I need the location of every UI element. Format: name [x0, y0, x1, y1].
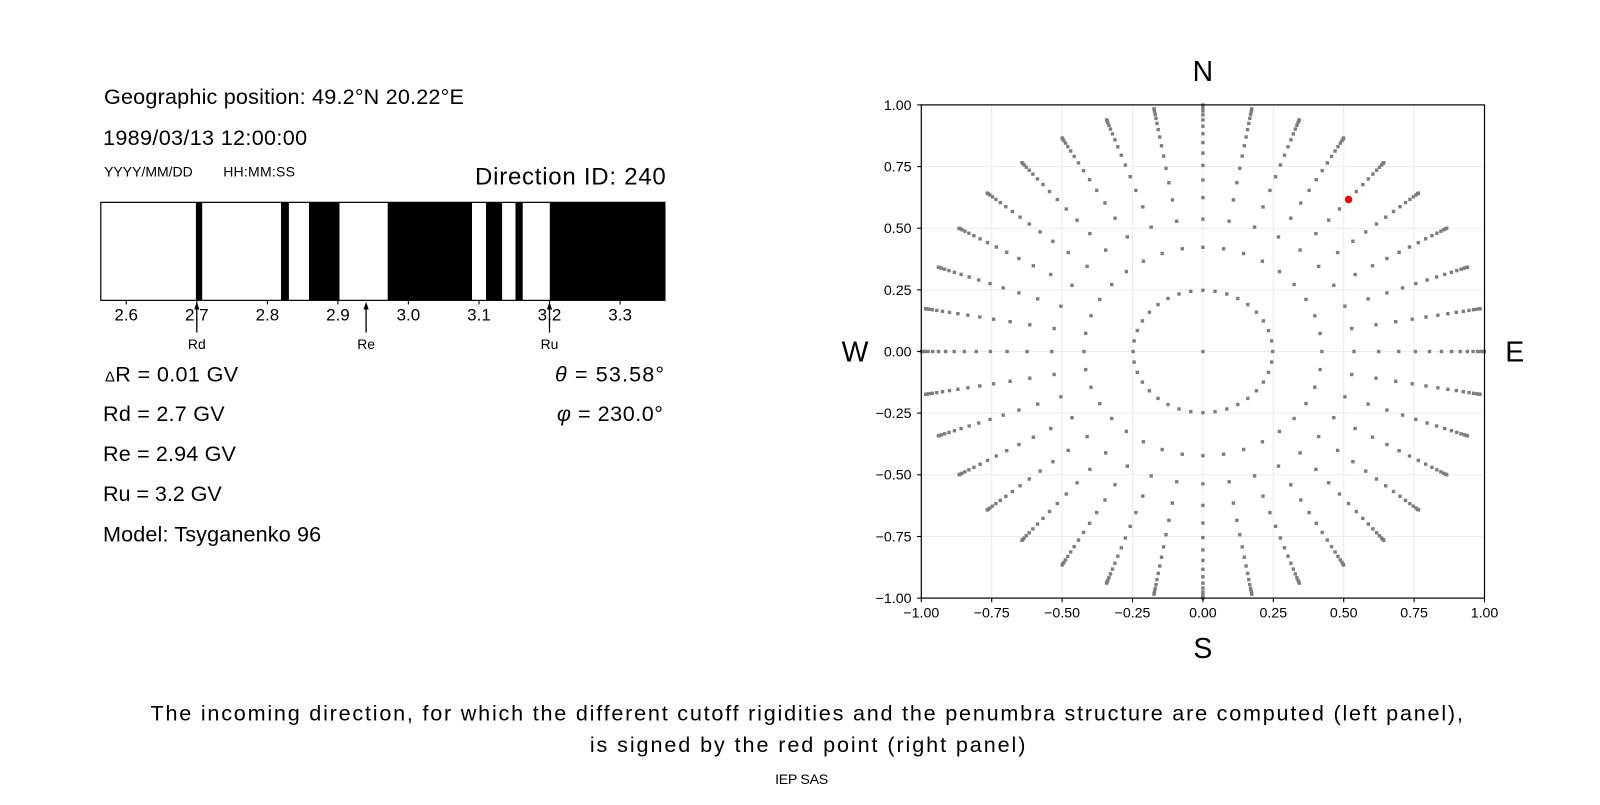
svg-text:Ru: Ru — [541, 336, 559, 352]
svg-text:is signed by the red point (ri: is signed by the red point (right panel) — [590, 732, 1028, 757]
svg-text:−0.50: −0.50 — [1044, 606, 1080, 622]
svg-text:2.6: 2.6 — [114, 306, 138, 325]
svg-text:Rd = 2.7 GV: Rd = 2.7 GV — [103, 401, 225, 426]
svg-text:1.00: 1.00 — [1471, 606, 1499, 622]
svg-text:2.9: 2.9 — [326, 306, 350, 325]
svg-text:0.75: 0.75 — [1400, 606, 1428, 622]
svg-text:−0.25: −0.25 — [1115, 606, 1151, 622]
svg-text:Direction ID: 240: Direction ID: 240 — [475, 163, 666, 190]
svg-text:3.1: 3.1 — [467, 306, 491, 325]
svg-text:θ = 53.58°: θ = 53.58° — [555, 361, 665, 386]
svg-text:Re = 2.94 GV: Re = 2.94 GV — [103, 441, 237, 466]
svg-text:3.0: 3.0 — [397, 306, 421, 325]
svg-text:0.25: 0.25 — [1259, 606, 1287, 622]
svg-text:Geographic position: 49.2°N 20: Geographic position: 49.2°N 20.22°E — [104, 84, 464, 109]
svg-text:−0.75: −0.75 — [876, 529, 912, 545]
svg-text:W: W — [842, 336, 869, 368]
svg-text:0.50: 0.50 — [884, 221, 912, 237]
svg-text:3.3: 3.3 — [608, 306, 632, 325]
svg-text:Rd: Rd — [188, 336, 206, 352]
svg-text:E: E — [1505, 336, 1524, 368]
svg-text:Ru = 3.2 GV: Ru = 3.2 GV — [103, 481, 222, 506]
svg-text:1.00: 1.00 — [884, 98, 912, 114]
svg-text:0.25: 0.25 — [884, 283, 912, 299]
svg-text:−1.00: −1.00 — [876, 591, 912, 607]
svg-text:−0.25: −0.25 — [876, 406, 912, 422]
svg-text:ΔR = 0.01 GV: ΔR = 0.01 GV — [105, 361, 239, 386]
svg-text:IEP SAS: IEP SAS — [775, 772, 828, 788]
svg-text:YYYY/MM/DD: YYYY/MM/DD — [104, 163, 193, 179]
svg-text:Re: Re — [357, 336, 375, 352]
svg-text:0.00: 0.00 — [884, 344, 912, 360]
svg-text:0.00: 0.00 — [1189, 606, 1217, 622]
svg-text:1989/03/13 12:00:00: 1989/03/13 12:00:00 — [103, 125, 307, 150]
svg-text:2.8: 2.8 — [256, 306, 280, 325]
svg-text:0.75: 0.75 — [884, 160, 912, 176]
svg-text:−1.00: −1.00 — [903, 606, 939, 622]
svg-text:−0.50: −0.50 — [876, 468, 912, 484]
svg-text:N: N — [1193, 56, 1214, 88]
svg-text:Model: Tsyganenko 96: Model: Tsyganenko 96 — [103, 522, 321, 547]
svg-text:0.50: 0.50 — [1330, 606, 1358, 622]
svg-text:S: S — [1193, 633, 1212, 665]
svg-text:The incoming direction, for wh: The incoming direction, for which the di… — [151, 700, 1465, 725]
svg-text:−0.75: −0.75 — [974, 606, 1010, 622]
svg-text:HH:MM:SS: HH:MM:SS — [223, 163, 295, 179]
svg-text:φ = 230.0°: φ = 230.0° — [557, 401, 663, 426]
